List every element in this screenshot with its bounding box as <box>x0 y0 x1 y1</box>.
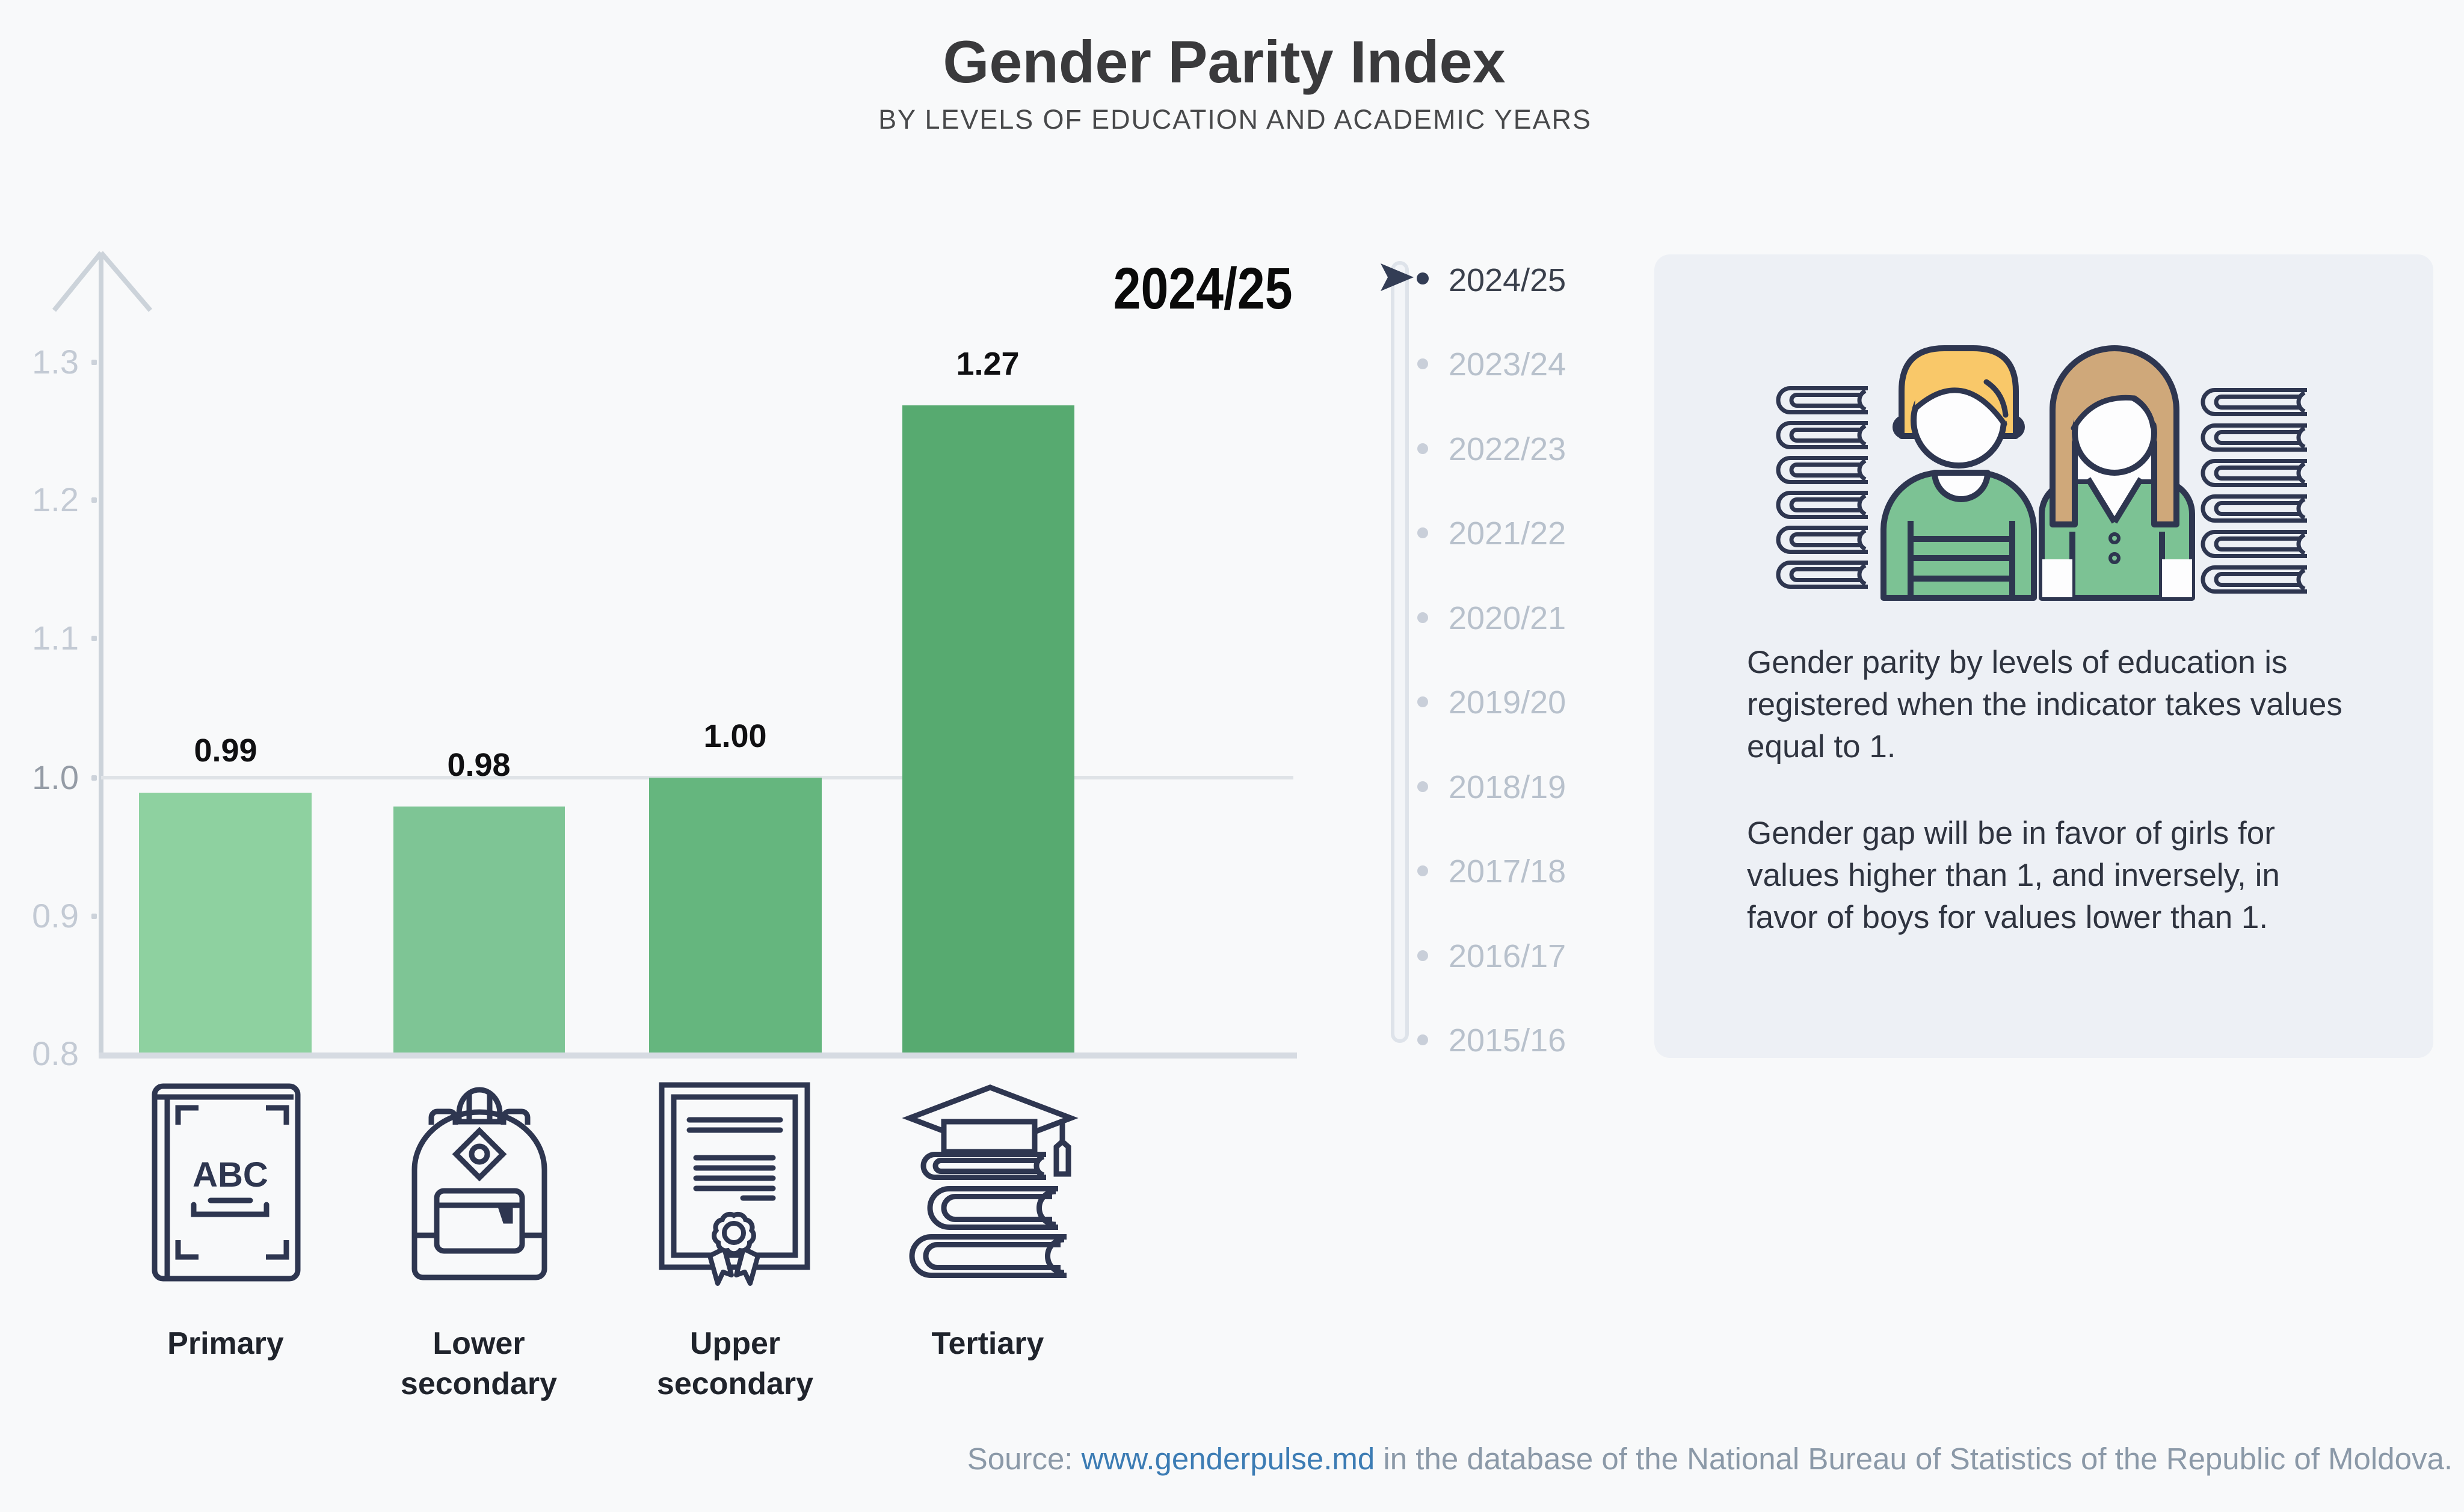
svg-text:ABC: ABC <box>192 1155 268 1194</box>
